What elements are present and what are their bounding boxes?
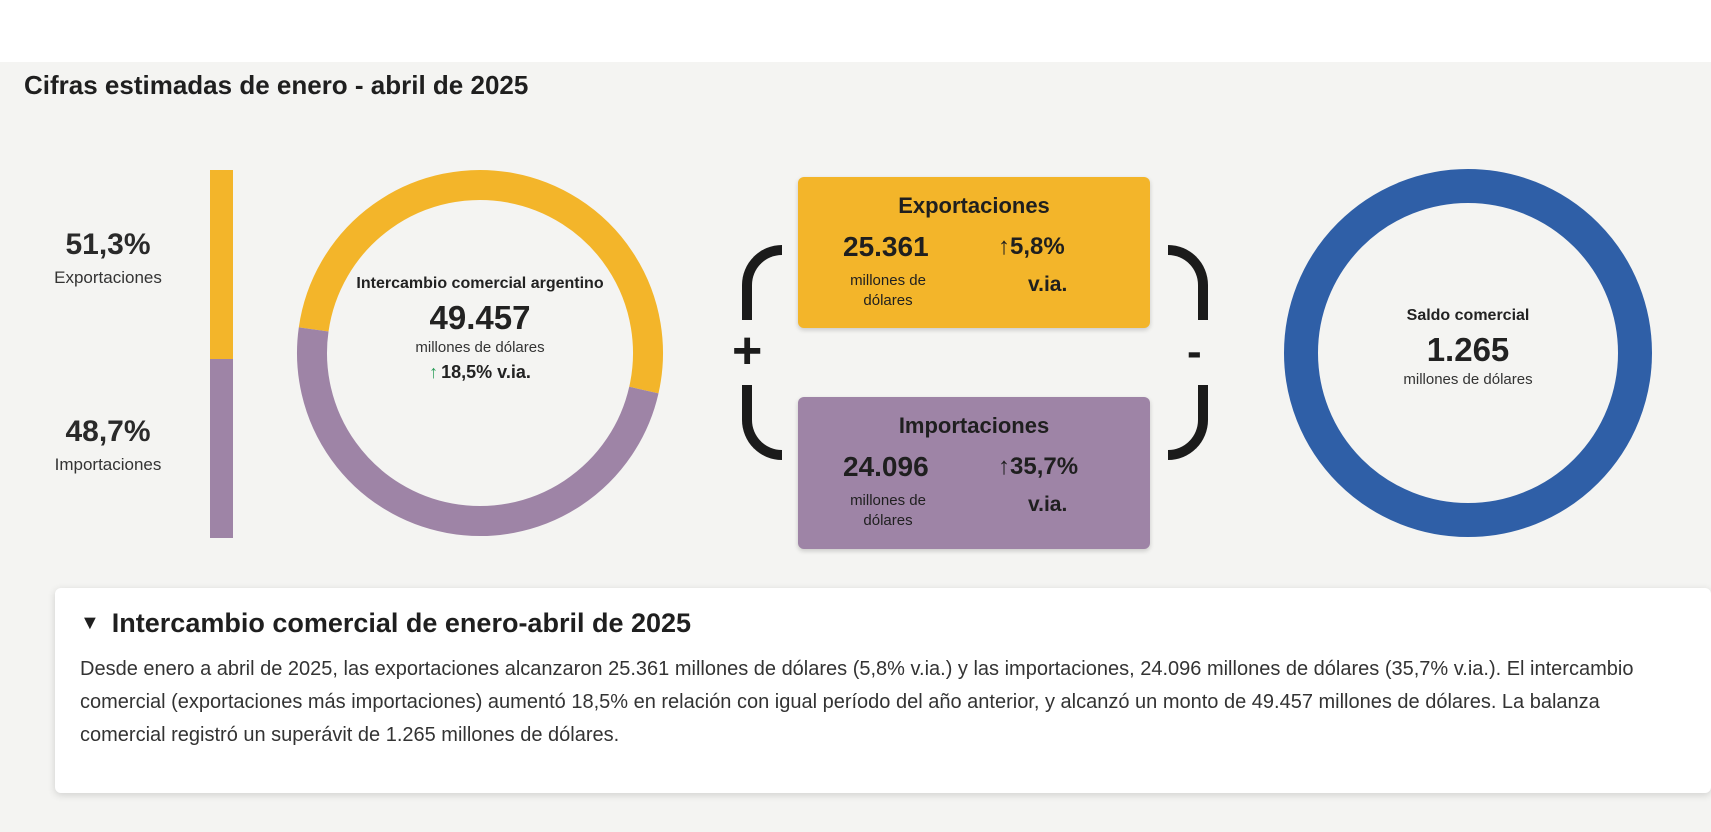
details-panel: ▼ Intercambio comercial de enero-abril d… [55, 588, 1711, 793]
imports-share-value: 48,7% [65, 415, 151, 448]
imports-share: 48,7% Importaciones [18, 415, 198, 475]
right-bracket-top [1168, 245, 1208, 320]
exports-card-change: ↑5,8% [998, 233, 1065, 261]
imports-share-segment [210, 358, 233, 538]
balance-donut [1284, 169, 1652, 537]
exports-card-unit: millones de dólares [850, 272, 926, 309]
trade-donut-label: Intercambio comercial argentino 49.457 m… [340, 273, 620, 383]
imports-share-label: Importaciones [54, 455, 162, 474]
exports-share-segment [210, 170, 233, 359]
trade-unit: millones de dólares [415, 339, 545, 356]
left-bracket-top [742, 245, 782, 320]
page-title: Cifras estimadas de enero - abril de 202… [24, 70, 529, 100]
exports-share-value: 51,3% [65, 228, 151, 261]
trade-change: ↑ 18,5% v.ia. [429, 362, 531, 383]
exports-card-title: Exportaciones [898, 193, 1050, 218]
trade-title: Intercambio comercial argentino [356, 275, 604, 292]
up-arrow-icon: ↑ [998, 453, 1010, 480]
exports-card-value: 25.361 [843, 231, 929, 262]
trade-donut [297, 170, 663, 536]
trade-value: 49.457 [429, 299, 531, 336]
imports-card-change: ↑35,7% [998, 453, 1078, 481]
exports-share: 51,3% Exportaciones [18, 228, 198, 288]
imports-card-change-suffix: v.ia. [1028, 493, 1068, 516]
share-stacked-bar [210, 170, 233, 538]
imports-card-title: Importaciones [898, 413, 1050, 438]
left-bracket-bottom [742, 385, 782, 460]
details-heading: Intercambio comercial de enero-abril de … [111, 608, 692, 638]
up-arrow-icon: ↑ [998, 233, 1010, 260]
details-text: Desde enero a abril de 2025, las exporta… [80, 658, 1634, 746]
trade-change-value: 18,5% v.ia. [441, 362, 531, 382]
balance-arc [1284, 169, 1652, 537]
plus-icon: + [732, 322, 763, 380]
exports-share-label: Exportaciones [54, 268, 162, 287]
imports-card-change-value: 35,7% [1010, 453, 1079, 480]
imports-arc [297, 327, 659, 536]
up-arrow-icon: ↑ [429, 362, 439, 382]
balance-donut-label: Saldo comercial 1.265 millones de dólare… [1348, 305, 1588, 388]
balance-unit: millones de dólares [1403, 371, 1533, 388]
balance-title: Saldo comercial [1406, 307, 1530, 324]
balance-value: 1.265 [1426, 331, 1510, 368]
minus-icon: - [1187, 327, 1202, 376]
exports-card-change-suffix: v.ia. [1028, 273, 1068, 296]
exports-arc [298, 170, 663, 394]
imports-card-value: 24.096 [843, 451, 929, 482]
imports-card-unit: millones de dólares [850, 492, 926, 529]
disclosure-triangle-icon[interactable]: ▼ [80, 612, 100, 634]
exports-card-change-value: 5,8% [1010, 233, 1065, 260]
details-toggle[interactable]: ▼ Intercambio comercial de enero-abril d… [80, 608, 691, 639]
imports-card: Importaciones 24.096 millones de dólares… [798, 397, 1150, 549]
exports-card: Exportaciones 25.361 millones de dólares… [798, 177, 1150, 328]
